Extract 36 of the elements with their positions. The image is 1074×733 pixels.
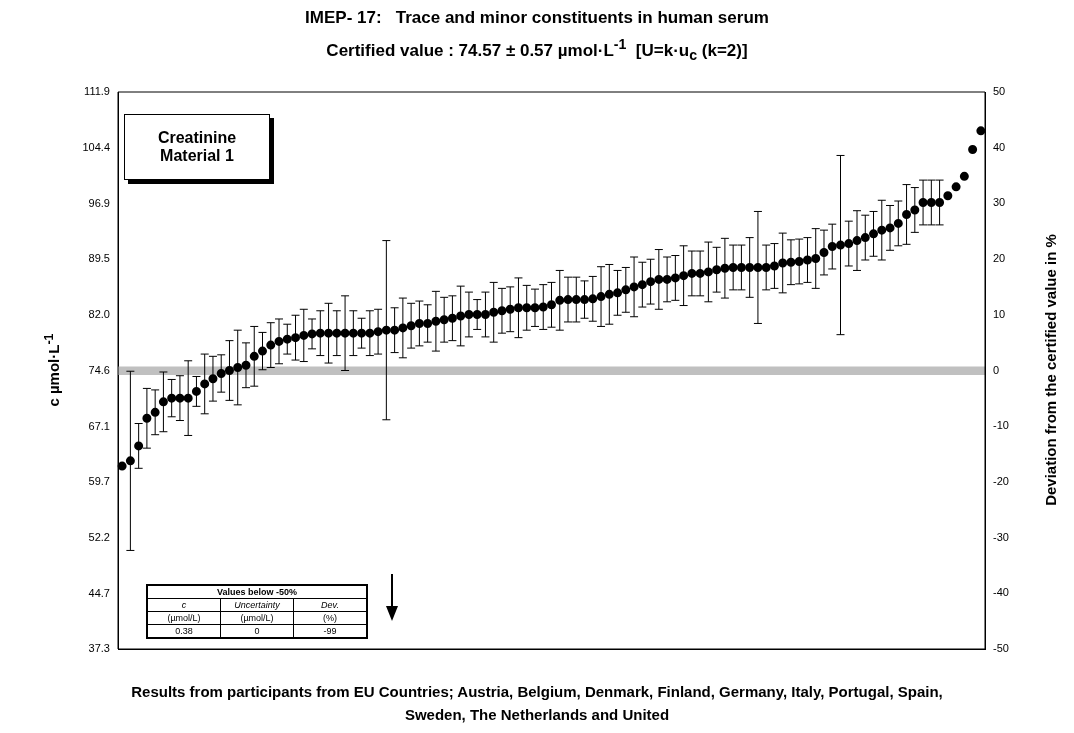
y-tick-label: 74.6 xyxy=(88,363,110,376)
annotation: Dev. xyxy=(293,598,367,612)
y-tick-label: 111.9 xyxy=(84,85,110,98)
annotation: c xyxy=(147,598,221,612)
y2-tick-label: 20 xyxy=(993,252,1006,265)
annotation: (µmol/L) xyxy=(147,611,221,625)
y-tick-label: 89.5 xyxy=(88,252,110,265)
y2-tick-label: -10 xyxy=(993,419,1009,432)
y2-tick-label: -30 xyxy=(993,530,1009,543)
y2-tick-label: 30 xyxy=(993,196,1006,209)
annotation: (%) xyxy=(293,611,367,625)
y-tick-label: 44.7 xyxy=(88,586,110,599)
y2-tick-label: -20 xyxy=(993,474,1009,487)
annotation: 0 xyxy=(220,624,294,638)
annotation: Values below -50% xyxy=(216,587,298,597)
chart-subtitle: Certified value : 74.57 ± 0.57 µmol·L$^{-1}$ [U=k·u$_{c}$ (k=2)] xyxy=(325,36,749,64)
annotation: (µmol/L) xyxy=(220,611,294,625)
y2-tick-label: -50 xyxy=(993,642,1009,655)
y-tick-label: 82.0 xyxy=(88,308,110,321)
annotation: Uncertainty xyxy=(220,598,294,612)
y2-tick-label: 10 xyxy=(993,307,1006,320)
y-tick-label: 96.9 xyxy=(88,197,110,210)
y-tick-label: 59.7 xyxy=(88,474,110,487)
y2-tick-label: 0 xyxy=(993,363,1000,376)
y2-axis-title: Deviation from the certified value in % xyxy=(1041,234,1059,506)
annotation: 0.38 xyxy=(147,624,221,638)
y2-tick-label: 40 xyxy=(993,140,1006,153)
y2-tick-label: 50 xyxy=(993,85,1006,98)
chart-title: IMEP- 17: Trace and minor constituents in human serum xyxy=(304,8,770,28)
y-tick-label: 67.1 xyxy=(88,419,110,432)
y-tick-label: 104.4 xyxy=(82,141,110,154)
text: Results from participants from EU Countries; Austria, Belgium, Denmark, Finland, Germany, Italy, Portugal, Spain, Sweden, The Netherlands and United xyxy=(130,682,944,725)
y-tick-label: 52.2 xyxy=(88,530,110,543)
y-tick-label: 37.3 xyxy=(88,642,110,655)
y2-tick-label: -40 xyxy=(993,586,1009,599)
annotation: -99 xyxy=(293,624,367,638)
